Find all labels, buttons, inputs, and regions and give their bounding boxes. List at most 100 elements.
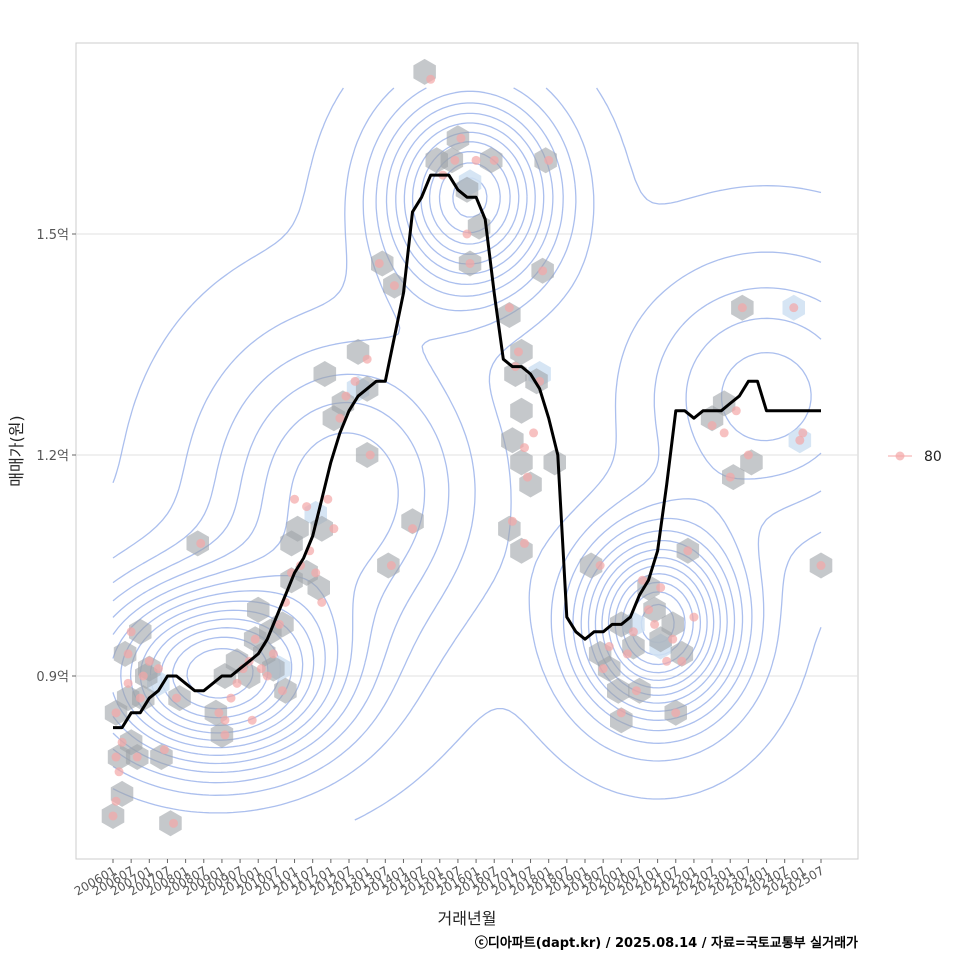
scatter-point (707, 421, 717, 431)
scatter-point (737, 303, 747, 313)
scatter-point (519, 443, 529, 453)
x-axis: 2006012006072007012007072008012008072009… (72, 859, 827, 899)
scatter-point (389, 281, 399, 291)
scatter-point (214, 708, 224, 718)
scatter-point (232, 678, 242, 688)
scatter-point (386, 561, 396, 570)
scatter-point (268, 649, 278, 659)
y-tick-label: 1.5억 (36, 228, 69, 243)
scatter-point (220, 715, 230, 725)
hexbin-cell (510, 449, 533, 476)
scatter-point (220, 730, 230, 740)
scatter-point (123, 678, 133, 688)
scatter-point (471, 155, 481, 165)
scatter-point (456, 133, 466, 143)
hexbin-cell (543, 449, 566, 476)
scatter-point (489, 155, 499, 165)
scatter-point (226, 693, 236, 703)
scatter-point (426, 74, 436, 84)
scatter-point (513, 347, 523, 357)
scatter-point (650, 619, 660, 629)
scatter-point (598, 664, 608, 674)
scatter-point (450, 155, 460, 165)
scatter-point (743, 450, 753, 460)
scatter-point (256, 664, 266, 674)
hexbin-cell (286, 515, 309, 542)
scatter-point (111, 796, 121, 806)
scatter-point (631, 686, 641, 696)
hexbin-cell (498, 302, 521, 328)
scatter-point (538, 266, 548, 276)
hexbin-cell (597, 655, 621, 682)
scatter-point (677, 656, 687, 666)
scatter-point (644, 605, 654, 615)
hexbin-cell (610, 707, 633, 734)
scatter-point (507, 516, 517, 526)
scatter-point (408, 524, 418, 534)
scatter-point (317, 597, 327, 607)
scatter-point (628, 627, 638, 637)
hexbin-cell (401, 508, 424, 535)
y-axis-title: 매매가(원) (7, 415, 26, 486)
scatter-point (153, 664, 163, 674)
scatter-point (689, 612, 699, 622)
scatter-point (111, 752, 121, 762)
scatter-point (311, 568, 321, 578)
trend-line (113, 173, 821, 730)
scatter-point (719, 428, 729, 438)
scatter-point (350, 376, 360, 386)
scatter-point (683, 546, 693, 556)
scatter-point (159, 745, 169, 755)
scatter-point (114, 767, 124, 777)
scatter-point (262, 671, 272, 681)
scatter-point (595, 561, 605, 570)
hexbin-cell (247, 596, 270, 623)
hexbin-cell (313, 361, 337, 387)
y-tick-label: 0.9억 (36, 670, 69, 685)
scatter-point (250, 634, 260, 644)
scatter-point (117, 737, 127, 747)
legend: 80 (888, 449, 942, 465)
scatter-point (341, 391, 351, 401)
y-tick-label: 1.2억 (36, 449, 69, 464)
hexbin-cell (307, 574, 330, 601)
scatter-point (302, 502, 312, 512)
scatter-point (135, 693, 145, 703)
y-axis: 0.9억 1.2억 1.5억 (36, 228, 76, 685)
caption: ⓒ디아파트(dapt.kr) / 2025.08.14 / 자료=국토교통부 실… (475, 935, 858, 951)
scatter-point (290, 494, 300, 504)
hexbin-cell (661, 611, 684, 638)
scatter-point (277, 686, 287, 696)
scatter-point (138, 671, 148, 681)
hexbin-cell (501, 427, 524, 454)
scatter-point (169, 818, 179, 828)
scatter-point (365, 450, 375, 460)
scatter-point (274, 619, 284, 629)
scatter-point (731, 406, 741, 416)
scatter-point (335, 413, 345, 423)
trend-line-layer (113, 173, 821, 730)
scatter-point (465, 258, 475, 268)
scatter-point (374, 258, 384, 268)
density-contour-line (112, 102, 812, 774)
scatter-point (362, 354, 372, 364)
scatter-point (523, 472, 533, 482)
density-contour-line (112, 87, 822, 796)
scatter-point (323, 494, 333, 504)
scatter-point (789, 303, 799, 313)
scatter-point (126, 627, 136, 637)
scatter-point (462, 229, 472, 239)
hexbin-cell (579, 552, 603, 579)
scatter-point (668, 634, 678, 644)
scatter-point (798, 428, 808, 438)
scatter-point (622, 649, 632, 659)
scatter-point (662, 656, 672, 666)
hexbin-cell (607, 677, 630, 704)
scatter-point (123, 649, 133, 659)
scatter-point (172, 693, 182, 703)
scatter-point (111, 708, 121, 718)
legend-key-point (895, 451, 905, 461)
scatter-point (544, 155, 554, 165)
